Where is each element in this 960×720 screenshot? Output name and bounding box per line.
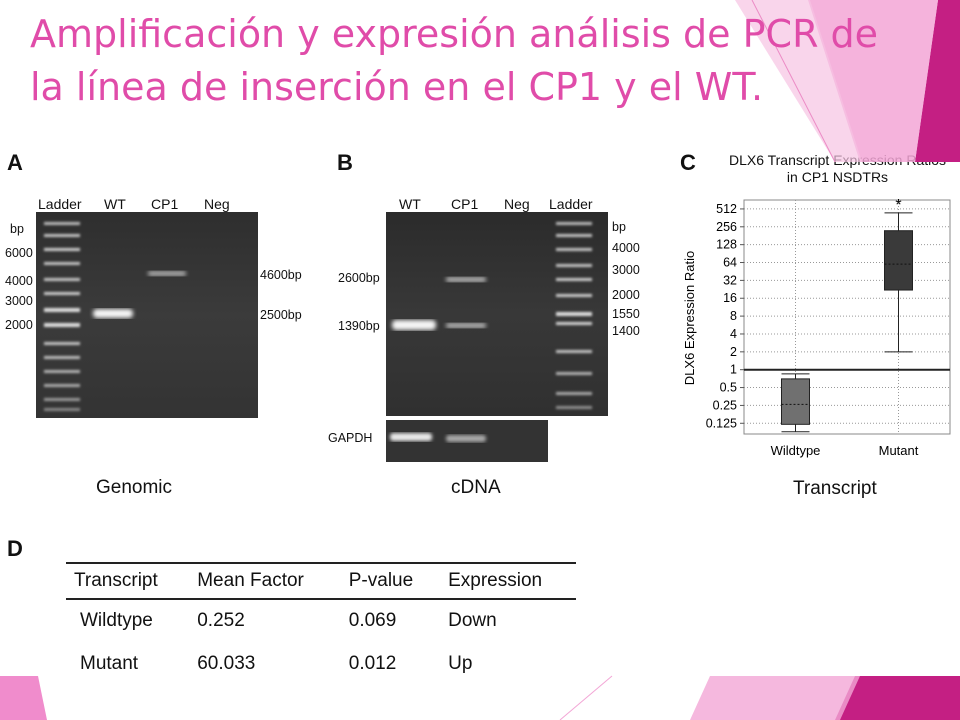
panel-c-caption: Transcript	[793, 478, 877, 499]
panel-b-letter: B	[337, 150, 353, 175]
panel-b-caption: cDNA	[451, 477, 501, 498]
cell-transcript: Wildtype	[80, 610, 153, 631]
panel-d-letter: D	[7, 536, 23, 561]
panel-b-band-1390: 1390bp	[338, 319, 380, 333]
x-tick-label: Wildtype	[771, 443, 821, 458]
panel-a-band-2500: 2500bp	[260, 308, 302, 322]
header-expression: Expression	[440, 562, 576, 600]
panel-b-marker-3000: 3000	[612, 263, 640, 277]
panel-a-marker-3000: 3000	[5, 294, 33, 308]
y-tick-label: 4	[730, 327, 737, 341]
cell-mean-factor: 60.033	[197, 653, 256, 674]
deco-top-bar	[915, 0, 960, 162]
header-transcript: Transcript	[66, 562, 190, 600]
panel-a-marker-bp: bp	[10, 222, 24, 236]
panel-a-marker-6000: 6000	[5, 246, 33, 260]
plot-frame	[743, 199, 951, 435]
panel-a-caption: Genomic	[96, 477, 173, 498]
panel-a-band-4600: 4600bp	[260, 268, 302, 282]
panel-a-lane-neg: Neg	[204, 196, 230, 212]
panel-b-band-2600: 2600bp	[338, 271, 380, 285]
panel-b-lane-cp1: CP1	[451, 196, 479, 212]
deco-bottom-right	[835, 676, 960, 720]
panel-a-lane-wt: WT	[104, 196, 126, 212]
panel-a-lane-ladder: Ladder	[38, 196, 82, 212]
deco-top-light	[808, 0, 938, 162]
panel-c-letter: C	[680, 150, 696, 175]
panel-b-marker-2000: 2000	[612, 288, 640, 302]
panel-b-lane-neg: Neg	[504, 196, 530, 212]
panel-a-marker-2000: 2000	[5, 318, 33, 332]
x-tick-label: Mutant	[879, 443, 919, 458]
box-wildtype	[781, 378, 810, 425]
deco-bottom-line	[559, 675, 613, 720]
cell-mean-factor: 0.252	[197, 610, 245, 631]
panel-a-gel-image	[36, 212, 258, 418]
y-tick-label: 512	[716, 202, 737, 216]
y-tick-label: 64	[723, 256, 737, 270]
panel-b-lane-wt: WT	[399, 196, 421, 212]
cell-p-value: 0.012	[348, 653, 397, 674]
panel-b-gel-image	[386, 212, 608, 416]
cell-expression: Up	[448, 653, 473, 674]
panel-a-letter: A	[7, 150, 23, 175]
panel-b-marker-1400: 1400	[612, 324, 640, 338]
panel-b-marker-4000: 4000	[612, 241, 640, 255]
significance-marker: *	[895, 197, 901, 214]
panel-b-lane-ladder: Ladder	[549, 196, 593, 212]
header-mean-factor: Mean Factor	[189, 562, 341, 600]
y-tick-label: 2	[730, 345, 737, 359]
deco-top-faint	[735, 0, 862, 162]
box-mutant	[884, 230, 913, 291]
deco-bottom-left	[0, 676, 47, 720]
panel-b-gapdh-label: GAPDH	[328, 431, 373, 445]
panel-b-gapdh-gel	[386, 420, 548, 462]
panel-b-marker-1550: 1550	[612, 307, 640, 321]
expression-box-chart: DLX6 Expression Ratio 512 256 128 64 32 16 8 4 2…	[682, 197, 951, 458]
cell-expression: Down	[448, 610, 497, 631]
panel-a-marker-4000: 4000	[5, 274, 33, 288]
slide-title: Amplificación y expresión análisis de PC…	[30, 12, 879, 109]
y-tick-label: 1	[730, 363, 737, 377]
y-tick-label: 8	[730, 309, 737, 323]
y-tick-label: 128	[716, 238, 737, 252]
y-tick-label: 0.125	[706, 416, 737, 430]
y-tick-label: 0.5	[720, 381, 737, 395]
table-header-row: Transcript Mean Factor P-value Expressio…	[66, 562, 576, 600]
panel-a-lane-cp1: CP1	[151, 196, 179, 212]
panel-b-marker-bp: bp	[612, 220, 626, 234]
table-row: Wildtype 0.252 0.069 Down	[66, 599, 576, 643]
deco-bottom-light	[690, 676, 860, 720]
cell-p-value: 0.069	[348, 610, 397, 631]
y-tick-label: 32	[723, 273, 737, 287]
y-tick-label: 0.25	[713, 398, 737, 412]
y-tick-label: 256	[716, 220, 737, 234]
deco-top-line	[751, 0, 836, 163]
cell-transcript: Mutant	[80, 653, 139, 674]
y-tick-label: 16	[723, 291, 737, 305]
table-row: Mutant 60.033 0.012 Up	[66, 643, 576, 686]
y-axis-label: DLX6 Expression Ratio	[682, 251, 697, 385]
header-p-value: P-value	[340, 562, 441, 600]
results-table: Transcript Mean Factor P-value Expressio…	[66, 562, 576, 686]
